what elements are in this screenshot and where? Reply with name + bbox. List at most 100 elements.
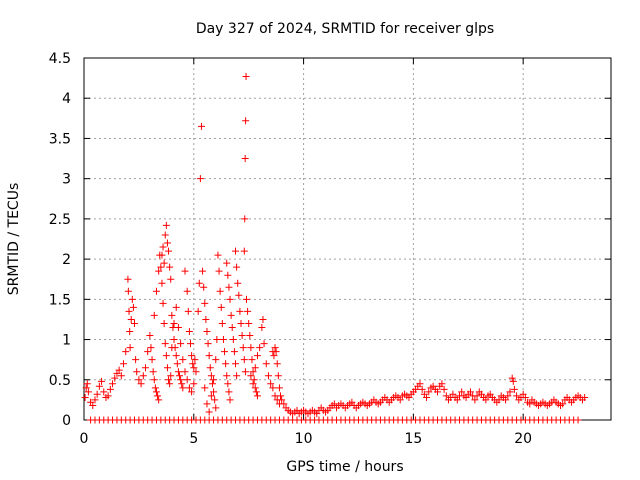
- data-point: [221, 348, 229, 356]
- data-point: [241, 215, 249, 223]
- data-point: [194, 307, 202, 315]
- data-point: [218, 319, 226, 327]
- data-point: [244, 307, 252, 315]
- data-point: [510, 385, 518, 393]
- data-point: [111, 374, 119, 382]
- data-point: [201, 299, 209, 307]
- data-point: [232, 247, 240, 255]
- data-point: [172, 352, 180, 360]
- data-point: [147, 344, 155, 352]
- data-point: [242, 117, 250, 125]
- x-tick-label: 0: [80, 431, 89, 447]
- data-point: [131, 319, 139, 327]
- data-point: [196, 175, 204, 183]
- data-point: [249, 380, 257, 388]
- data-point: [158, 279, 166, 287]
- data-point: [152, 287, 160, 295]
- data-point: [189, 360, 197, 368]
- data-point: [225, 283, 233, 291]
- data-point: [206, 364, 214, 372]
- data-point: [195, 279, 203, 287]
- data-point: [115, 366, 123, 374]
- data-point: [253, 352, 261, 360]
- data-point: [170, 319, 178, 327]
- data-point: [151, 384, 159, 392]
- data-point: [181, 368, 189, 376]
- data-point: [179, 356, 187, 364]
- data-point: [521, 393, 529, 401]
- data-point: [423, 393, 431, 401]
- data-point: [256, 344, 264, 352]
- data-point: [191, 356, 199, 364]
- data-point: [508, 374, 516, 382]
- data-point: [208, 380, 216, 388]
- data-point: [190, 364, 198, 372]
- data-point: [205, 352, 213, 360]
- data-point: [200, 283, 208, 291]
- data-point: [176, 372, 184, 380]
- data-point: [251, 364, 259, 372]
- data-point: [168, 344, 176, 352]
- data-point: [212, 356, 220, 364]
- data-point: [137, 380, 145, 388]
- data-point: [188, 352, 196, 360]
- data-point: [159, 243, 167, 251]
- data-point: [192, 368, 200, 376]
- data-point: [183, 287, 191, 295]
- data-point: [434, 388, 442, 396]
- data-point: [163, 364, 171, 372]
- data-point: [226, 295, 234, 303]
- data-point: [150, 311, 158, 319]
- data-point: [132, 356, 140, 364]
- data-point: [235, 291, 243, 299]
- data-point: [106, 385, 114, 393]
- data-point: [210, 376, 218, 384]
- data-point: [150, 376, 158, 384]
- data-point: [201, 384, 209, 392]
- data-point: [185, 328, 193, 336]
- data-point: [91, 396, 99, 404]
- data-point: [471, 396, 479, 404]
- data-point: [504, 392, 512, 400]
- data-point: [165, 376, 173, 384]
- data-point: [277, 392, 285, 400]
- data-points: [81, 73, 589, 424]
- data-point: [217, 303, 225, 311]
- data-point: [133, 368, 141, 376]
- x-tick-label: 10: [295, 431, 313, 447]
- data-point: [482, 396, 490, 404]
- data-point: [155, 396, 163, 404]
- data-point: [245, 319, 253, 327]
- data-point: [438, 380, 446, 388]
- data-point: [197, 122, 205, 130]
- x-tick-label: 5: [189, 431, 198, 447]
- data-point: [252, 388, 260, 396]
- data-point: [148, 356, 156, 364]
- data-point: [204, 340, 212, 348]
- data-point: [120, 360, 128, 368]
- data-point: [203, 328, 211, 336]
- data-point: [506, 388, 514, 396]
- data-point: [184, 307, 192, 315]
- data-point: [259, 315, 267, 323]
- data-point: [161, 231, 169, 239]
- data-point: [212, 404, 220, 412]
- data-point: [574, 416, 582, 424]
- data-point: [453, 396, 461, 404]
- data-point: [280, 400, 288, 408]
- data-point: [473, 392, 481, 400]
- y-tick-label: 3.5: [49, 131, 71, 147]
- data-point: [211, 396, 219, 404]
- data-point: [223, 372, 231, 380]
- data-point: [249, 368, 257, 376]
- data-point: [226, 396, 234, 404]
- data-point: [247, 344, 255, 352]
- data-point: [240, 247, 248, 255]
- data-point: [330, 400, 338, 408]
- data-point: [246, 332, 254, 340]
- data-point: [154, 392, 162, 400]
- plot-frame: [83, 57, 612, 421]
- data-point: [215, 267, 223, 275]
- data-point: [124, 275, 132, 283]
